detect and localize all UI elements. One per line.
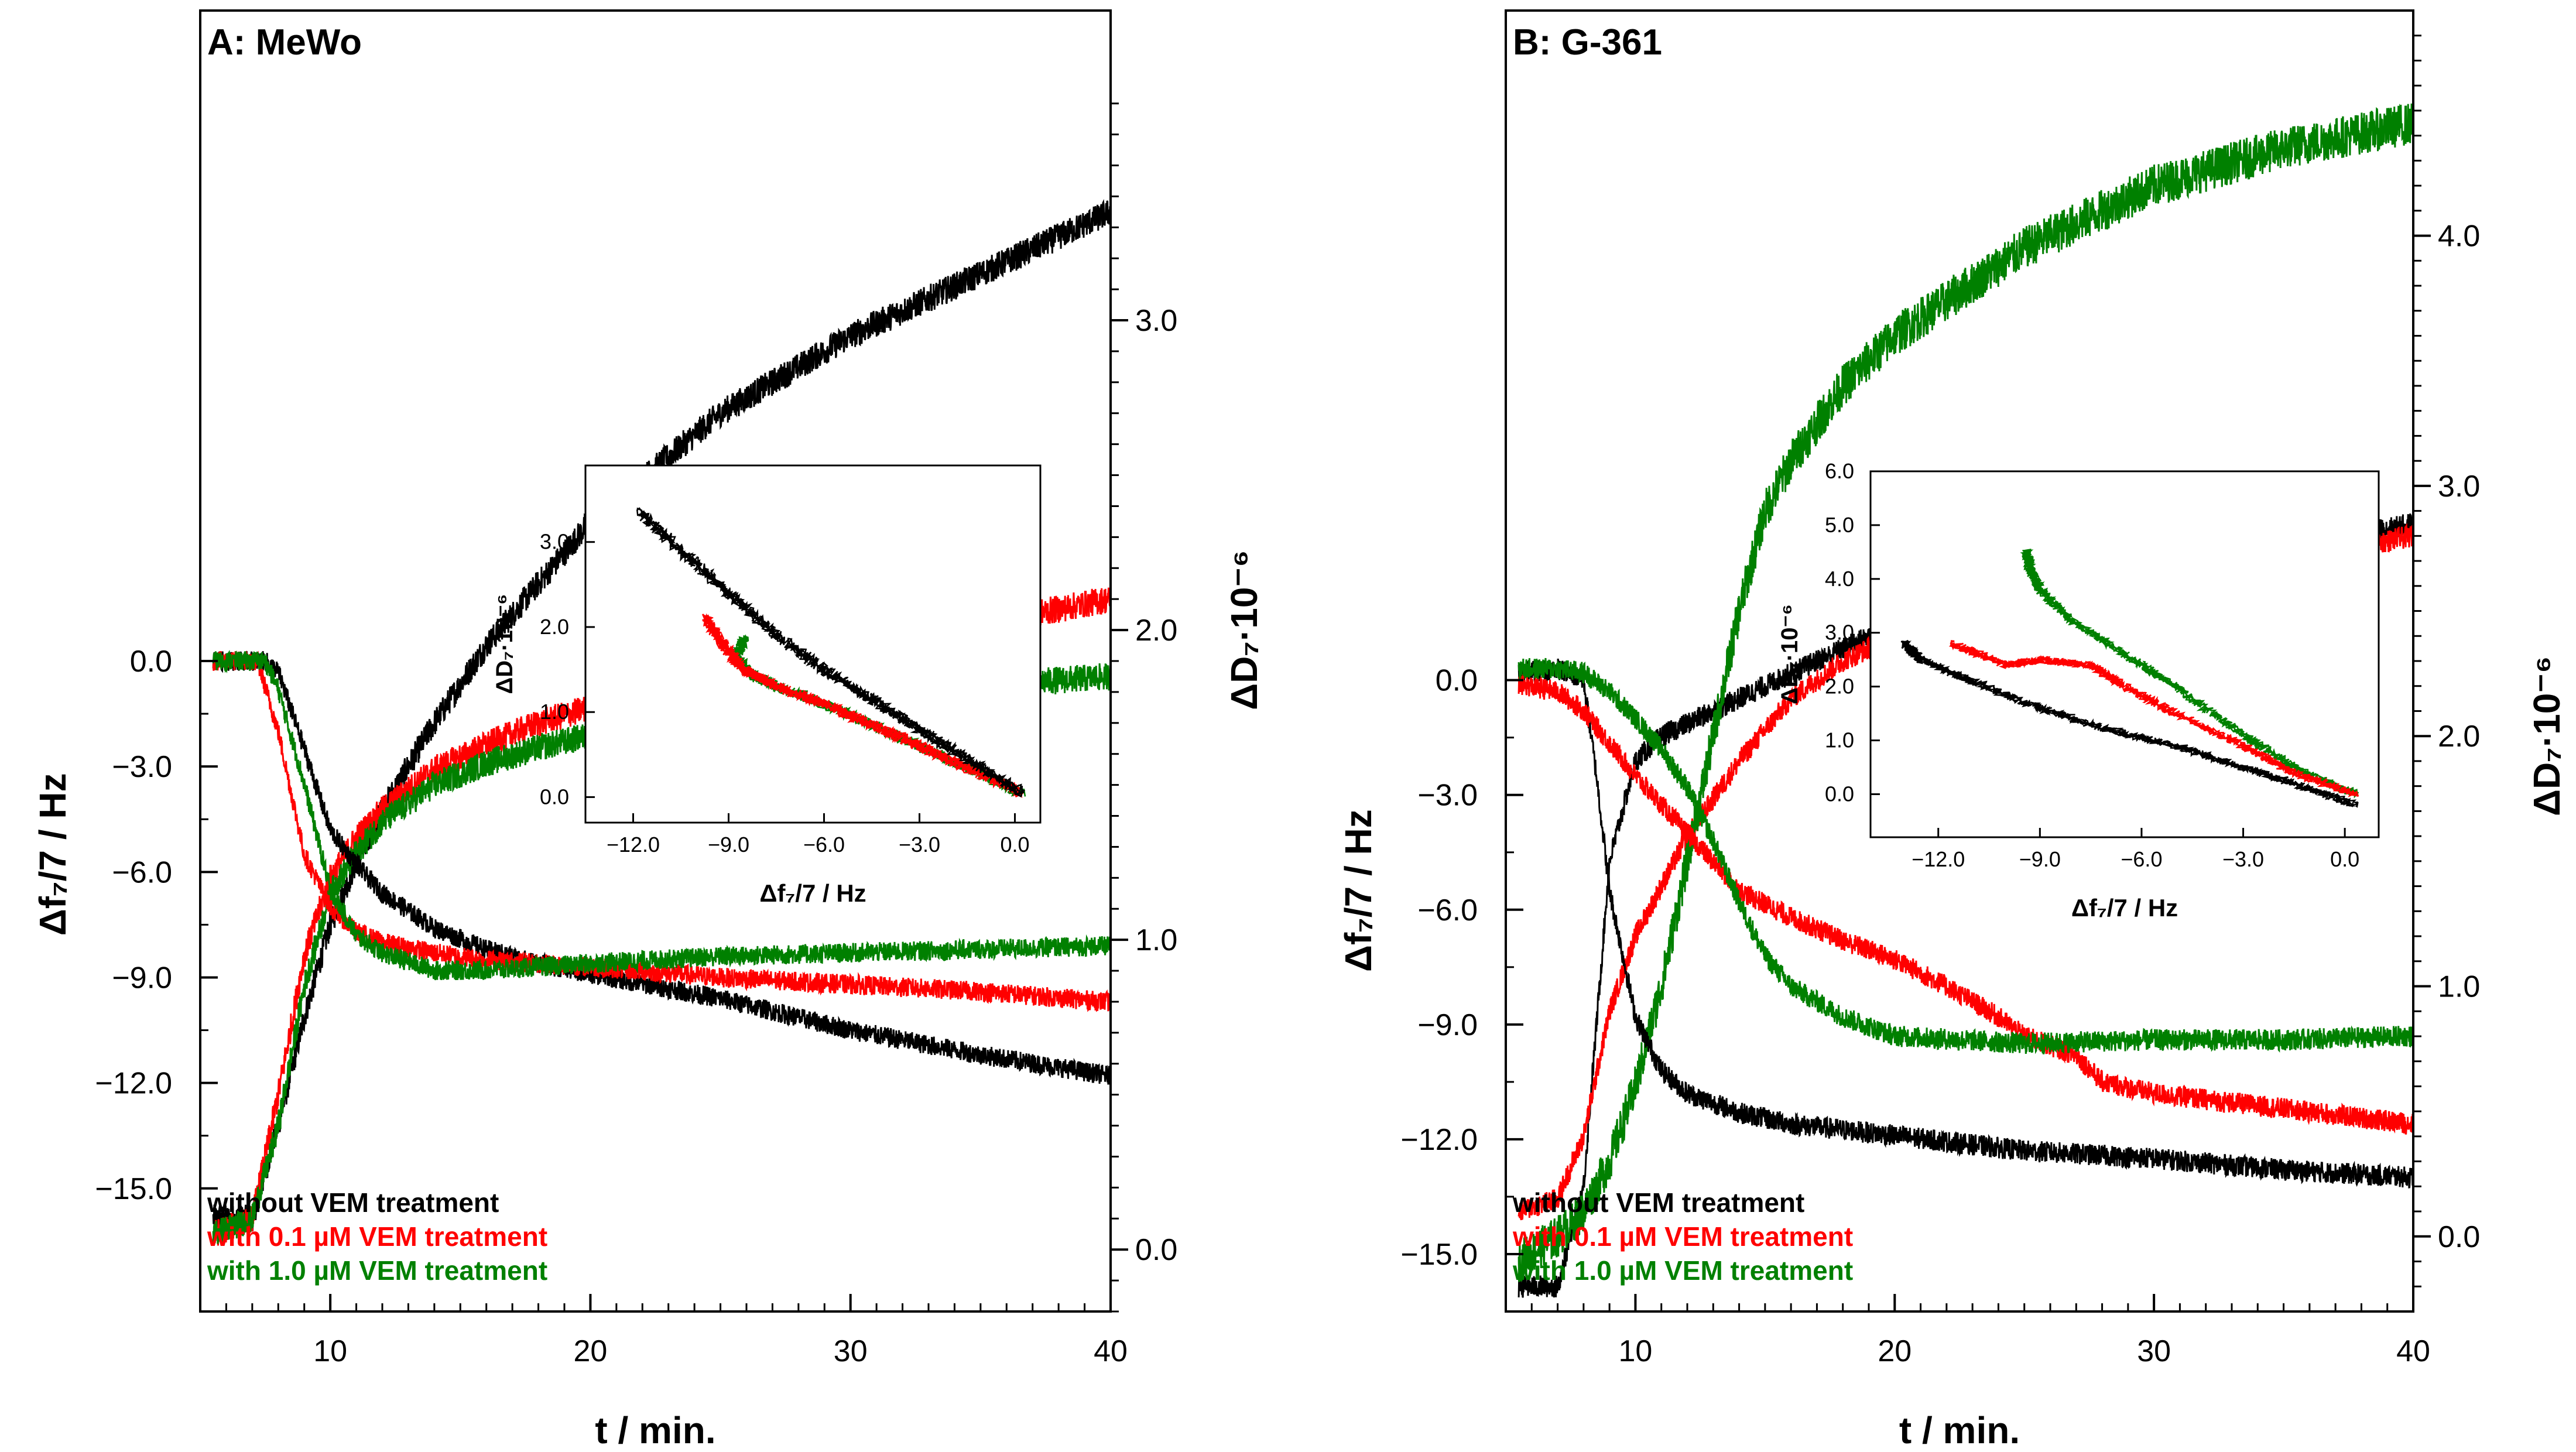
inset-y-tick-label: 2.0 bbox=[1825, 674, 1854, 698]
inset-series-2 bbox=[1900, 639, 2359, 808]
y-left-tick-label: −3.0 bbox=[112, 750, 172, 784]
x-tick-label: 20 bbox=[1878, 1334, 1912, 1368]
y-right-axis-label: ΔD₇·10⁻⁶ bbox=[1223, 550, 1265, 710]
y-right-tick-label: 2.0 bbox=[2438, 720, 2480, 754]
freq-series-0 bbox=[1517, 658, 2413, 1189]
x-tick-label: 20 bbox=[574, 1334, 608, 1368]
y-left-tick-label: 0.0 bbox=[1436, 664, 1478, 698]
inset-y-tick-label: 0.0 bbox=[1825, 782, 1854, 806]
inset-y-tick-label: 4.0 bbox=[1825, 567, 1854, 591]
y-right-tick-label: 0.0 bbox=[2438, 1220, 2480, 1254]
x-tick-label: 30 bbox=[2137, 1334, 2171, 1368]
inset: −12.0 −9.0 −6.0 −3.0 0.0 0.0 1.0 2.0 3.0 Δf₇/7 / … bbox=[492, 464, 1042, 907]
legend-entry: with 0.1 µM VEM treatment bbox=[1512, 1221, 1853, 1252]
inset-lines bbox=[636, 507, 1026, 798]
inset-y-tick-label: 2.0 bbox=[540, 615, 569, 639]
panel-title: B: G-361 bbox=[1513, 22, 1662, 63]
x-tick-label: 30 bbox=[834, 1334, 868, 1368]
legend-entry: with 1.0 µM VEM treatment bbox=[1512, 1255, 1853, 1286]
freq-series-1 bbox=[1517, 674, 2413, 1135]
y-right-tick-label: 0.0 bbox=[1135, 1233, 1177, 1267]
inset-series-0 bbox=[2020, 549, 2359, 799]
y-right-axis-label: ΔD₇·10⁻⁶ bbox=[2526, 656, 2568, 816]
y-left-axis-label: Δf₇/7 / Hz bbox=[1337, 809, 1379, 972]
inset-y-tick-label: 1.0 bbox=[1825, 728, 1854, 752]
inset-x-tick-label: −12.0 bbox=[607, 833, 660, 857]
freq-series-0 bbox=[212, 651, 1111, 1086]
freq-series-2 bbox=[1517, 657, 2413, 1054]
x-axis-label: t / min. bbox=[595, 1409, 715, 1451]
y-left-tick-label: −6.0 bbox=[112, 855, 172, 889]
y-left-tick-label: −9.0 bbox=[1417, 1008, 1478, 1042]
y-left-tick-label: −12.0 bbox=[1400, 1123, 1478, 1157]
inset-y-tick-label: 3.0 bbox=[540, 530, 569, 554]
panel-A: 10 20 30 40 0.0 −3.0 −6.0 −9.0 −12.0 −15.0 0.0 1.0 2… bbox=[32, 9, 1265, 1451]
y-left-tick-label: −15.0 bbox=[1400, 1238, 1478, 1272]
inset-x-tick-label: −6.0 bbox=[2121, 847, 2162, 871]
inset-y-tick-label: 1.0 bbox=[540, 700, 569, 724]
inset-x-tick-label: −12.0 bbox=[1912, 847, 1965, 871]
inset-x-tick-label: −9.0 bbox=[708, 833, 749, 857]
x-tick-label: 10 bbox=[1619, 1334, 1653, 1368]
inset-x-tick-label: −6.0 bbox=[803, 833, 845, 857]
diss-series-2 bbox=[1517, 102, 2413, 1282]
inset-y-tick-label: 3.0 bbox=[1825, 621, 1854, 645]
inset-x-tick-label: 0.0 bbox=[2330, 847, 2359, 871]
y-left-tick-label: −12.0 bbox=[95, 1067, 172, 1101]
x-axis-label: t / min. bbox=[1899, 1409, 2020, 1451]
y-right-tick-label: 1.0 bbox=[2438, 970, 2480, 1004]
inset-series-1 bbox=[701, 613, 1024, 798]
y-left-tick-label: −3.0 bbox=[1417, 779, 1478, 813]
y-right-tick-label: 2.0 bbox=[1135, 614, 1177, 648]
panel-title: A: MeWo bbox=[207, 22, 362, 63]
inset-x-axis-label: Δf₇/7 / Hz bbox=[759, 879, 866, 907]
inset-lines bbox=[1900, 549, 2359, 808]
inset-y-tick-label: 6.0 bbox=[1825, 459, 1854, 483]
y-right-tick-label: 4.0 bbox=[2438, 220, 2480, 254]
y-left-tick-label: 0.0 bbox=[130, 645, 172, 679]
inset-x-tick-label: 0.0 bbox=[1001, 833, 1030, 857]
y-right-tick-label: 1.0 bbox=[1135, 923, 1177, 957]
panel-B: 10 20 30 40 0.0 −3.0 −6.0 −9.0 −12.0 −15.0 0.0 1.0 2… bbox=[1337, 9, 2568, 1451]
y-left-tick-label: −9.0 bbox=[112, 961, 172, 995]
inset-x-tick-label: −9.0 bbox=[2019, 847, 2061, 871]
legend-entry: without VEM treatment bbox=[207, 1187, 499, 1218]
y-left-tick-label: −6.0 bbox=[1417, 893, 1478, 927]
inset-series-2 bbox=[636, 507, 1026, 798]
y-right-tick-label: 3.0 bbox=[2438, 470, 2480, 504]
x-tick-label: 10 bbox=[313, 1334, 347, 1368]
inset-y-tick-label: 5.0 bbox=[1825, 513, 1854, 537]
y-left-tick-label: −15.0 bbox=[95, 1172, 172, 1206]
inset-y-axis-label: ΔD₇·10⁻⁶ bbox=[492, 594, 518, 694]
inset-series-1 bbox=[1948, 640, 2359, 797]
legend-entry: with 1.0 µM VEM treatment bbox=[207, 1255, 547, 1286]
freq-series-2 bbox=[212, 650, 1111, 981]
inset: −12.0 −9.0 −6.0 −3.0 0.0 0.0 1.0 2.0 3.0 4.0 5.0 6.… bbox=[1777, 459, 2380, 922]
legend-entry: with 0.1 µM VEM treatment bbox=[207, 1221, 547, 1252]
y-left-axis-label: Δf₇/7 / Hz bbox=[32, 773, 74, 936]
x-tick-label: 40 bbox=[2396, 1334, 2430, 1368]
y-right-tick-label: 3.0 bbox=[1135, 304, 1177, 338]
legend-entry: without VEM treatment bbox=[1512, 1187, 1804, 1218]
inset-x-axis-label: Δf₇/7 / Hz bbox=[2071, 894, 2178, 922]
x-tick-label: 40 bbox=[1094, 1334, 1128, 1368]
inset-x-tick-label: −3.0 bbox=[2222, 847, 2264, 871]
inset-y-tick-label: 0.0 bbox=[540, 785, 569, 809]
inset-y-axis-label: ΔD₇·10⁻⁶ bbox=[1777, 604, 1803, 704]
inset-x-tick-label: −3.0 bbox=[899, 833, 940, 857]
